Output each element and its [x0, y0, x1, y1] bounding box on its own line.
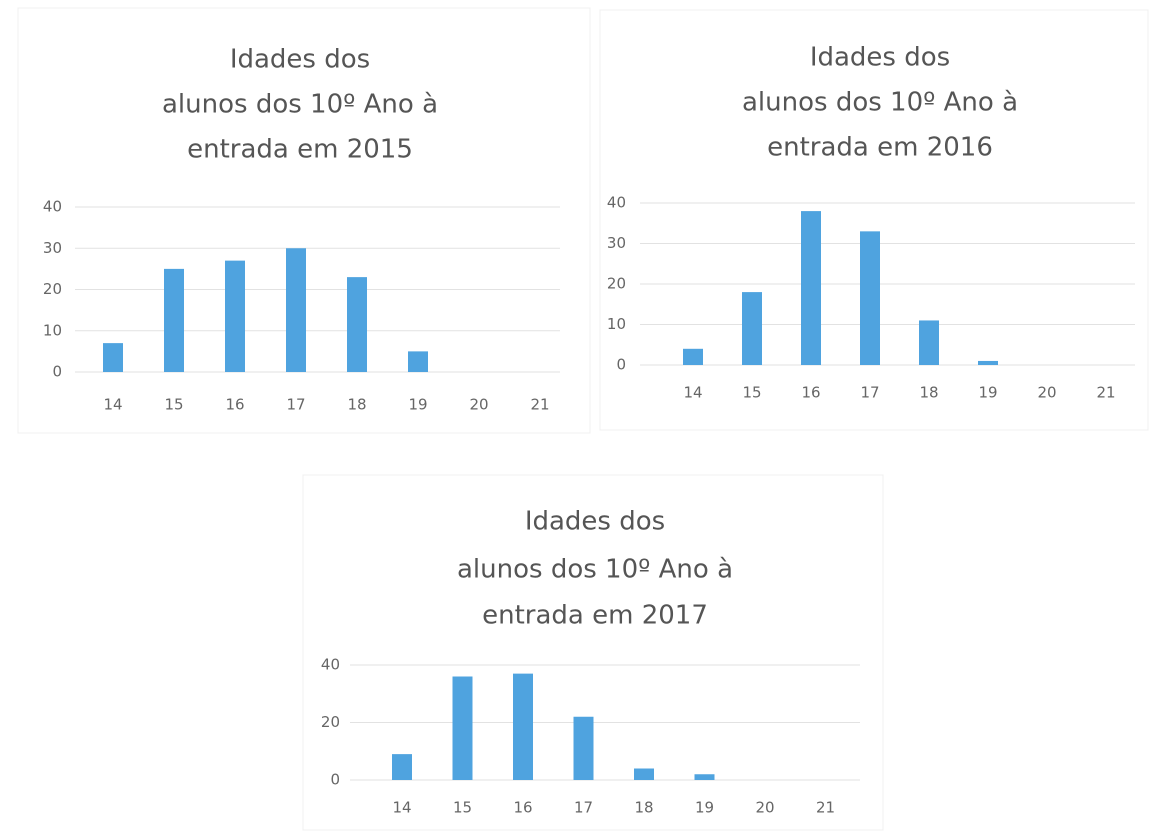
x-tick-label: 14	[103, 396, 122, 414]
chart-frame	[302, 474, 884, 831]
x-tick-label: 17	[286, 396, 305, 414]
bar	[683, 348, 703, 365]
chart-frame	[17, 7, 591, 434]
y-tick-label: 0	[52, 363, 62, 381]
y-tick-label: 20	[607, 275, 626, 293]
x-tick-label: 17	[860, 384, 879, 402]
x-tick-label: 19	[978, 384, 997, 402]
chart-frame	[599, 9, 1149, 431]
x-tick-label: 18	[919, 384, 938, 402]
bar	[742, 292, 762, 365]
x-tick-label: 21	[530, 396, 549, 414]
bar	[103, 343, 123, 372]
x-tick-label: 16	[225, 396, 244, 414]
chart-title: Idades dos	[810, 43, 950, 73]
x-tick-label: 14	[683, 384, 702, 402]
y-tick-label: 20	[43, 280, 62, 298]
bar	[860, 231, 880, 365]
bar	[408, 351, 428, 372]
bar	[392, 754, 412, 780]
x-tick-label: 19	[408, 396, 427, 414]
bar	[573, 716, 594, 780]
x-tick-label: 15	[164, 396, 183, 414]
x-tick-label: 20	[1037, 384, 1056, 402]
y-tick-label: 0	[330, 771, 340, 789]
chart-title: entrada em 2016	[767, 133, 993, 163]
chart-title: alunos dos 10º Ano à	[162, 90, 438, 120]
bar	[347, 277, 367, 372]
bar	[286, 248, 306, 372]
chart-title: Idades dos	[525, 507, 665, 537]
bar	[694, 774, 715, 780]
chart-title: entrada em 2017	[482, 601, 708, 631]
bar	[225, 260, 245, 372]
chart-title: entrada em 2015	[187, 135, 413, 165]
x-tick-label: 17	[574, 799, 593, 817]
x-tick-label: 15	[742, 384, 761, 402]
y-tick-label: 40	[607, 194, 626, 212]
bar	[919, 320, 939, 365]
y-tick-label: 0	[616, 356, 626, 374]
x-tick-label: 21	[1096, 384, 1115, 402]
x-tick-label: 16	[801, 384, 820, 402]
bar	[634, 768, 654, 780]
y-tick-label: 10	[43, 321, 62, 339]
x-tick-label: 16	[513, 799, 532, 817]
chart-title: alunos dos 10º Ano à	[457, 555, 733, 585]
y-tick-label: 10	[607, 315, 626, 333]
x-tick-label: 15	[453, 799, 472, 817]
x-tick-label: 14	[392, 799, 411, 817]
bar	[164, 268, 184, 372]
y-tick-label: 20	[321, 713, 340, 731]
y-tick-label: 30	[43, 239, 62, 257]
bar	[513, 673, 533, 780]
y-tick-label: 40	[43, 198, 62, 216]
x-tick-label: 20	[755, 799, 774, 817]
x-tick-label: 19	[695, 799, 714, 817]
x-tick-label: 18	[634, 799, 653, 817]
chart-title: Idades dos	[230, 45, 370, 75]
x-tick-label: 21	[816, 799, 835, 817]
bar	[801, 211, 821, 365]
y-tick-label: 40	[321, 656, 340, 674]
bar	[452, 676, 473, 780]
x-tick-label: 18	[347, 396, 366, 414]
bar	[978, 360, 998, 365]
chart-title: alunos dos 10º Ano à	[742, 88, 1018, 118]
x-tick-label: 20	[469, 396, 488, 414]
y-tick-label: 30	[607, 234, 626, 252]
